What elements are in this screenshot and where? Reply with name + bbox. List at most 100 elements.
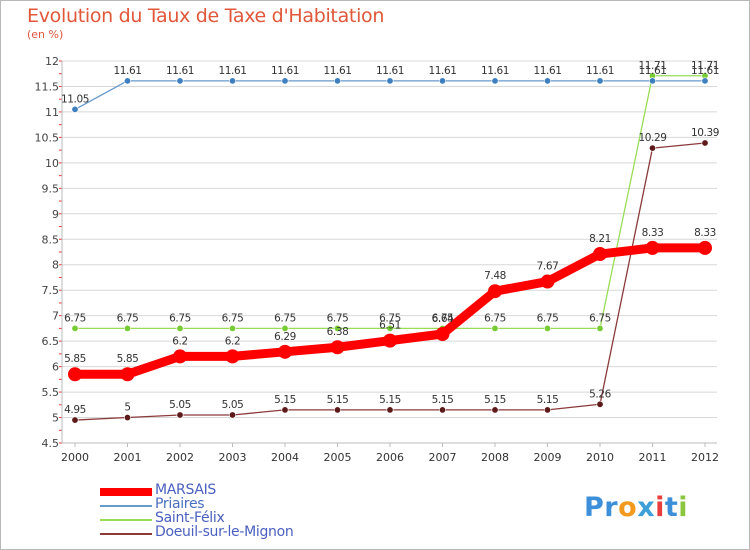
- data-label: 5: [124, 402, 130, 414]
- data-label: 6.75: [222, 312, 244, 324]
- y-tick-label: 6.5: [42, 335, 60, 348]
- legend-item: Priaires: [100, 496, 360, 514]
- series-layer: [68, 72, 712, 424]
- y-tick-label: 4.5: [42, 437, 60, 450]
- data-label: 11.61: [166, 65, 194, 77]
- data-label: 5.15: [484, 394, 506, 406]
- data-point: [124, 324, 132, 332]
- y-tick-label: 10.5: [35, 131, 60, 144]
- data-point: [124, 77, 132, 85]
- data-point: [543, 406, 551, 414]
- data-label: 11.61: [323, 65, 351, 77]
- data-label: 5.05: [222, 399, 244, 411]
- data-label: 5.15: [327, 394, 349, 406]
- data-point: [488, 284, 502, 299]
- data-point: [438, 77, 446, 85]
- legend-swatch: [100, 505, 152, 507]
- logo-letter: t: [665, 492, 678, 523]
- grid-layer: [62, 60, 717, 444]
- data-label: 5.85: [64, 353, 86, 365]
- data-label: 6.51: [379, 320, 401, 332]
- logo-letter: o: [618, 492, 637, 523]
- data-point: [281, 324, 289, 332]
- data-point: [701, 139, 709, 147]
- x-tick-label: 2002: [166, 451, 194, 464]
- x-tick-label: 2007: [429, 451, 457, 464]
- data-label: 11.61: [586, 65, 614, 77]
- legend-swatch: [100, 533, 152, 535]
- chart-unit: (en %): [27, 28, 64, 41]
- data-label: 6.64: [432, 313, 454, 325]
- x-tick-label: 2006: [376, 451, 404, 464]
- data-label: 6.75: [117, 312, 139, 324]
- data-label: 11.61: [691, 65, 719, 77]
- legend-item: Saint-Félix: [100, 510, 360, 528]
- y-tick-label: 5.5: [42, 386, 60, 399]
- data-label: 6.75: [169, 312, 191, 324]
- legend-item: MARSAIS: [100, 482, 360, 500]
- logo-letter: i: [655, 492, 665, 523]
- data-point: [491, 406, 499, 414]
- data-label: 11.61: [113, 65, 141, 77]
- data-label: 11.61: [271, 65, 299, 77]
- data-point: [120, 367, 135, 382]
- y-tick-label: 11: [45, 106, 59, 119]
- legend-swatch: [100, 519, 152, 521]
- data-label: 6.75: [484, 312, 506, 324]
- y-tick-label: 6: [52, 361, 59, 374]
- proxiti-logo: Proxiti: [584, 492, 688, 523]
- data-label: 5.15: [432, 394, 454, 406]
- x-tick-label: 2010: [586, 451, 614, 464]
- data-label: 7.48: [484, 270, 506, 282]
- data-label: 10.29: [638, 132, 666, 144]
- data-point: [333, 406, 341, 414]
- data-label: 11.61: [638, 65, 666, 77]
- data-label: 4.95: [64, 404, 86, 416]
- legend-label: MARSAIS: [155, 482, 217, 498]
- data-point: [176, 324, 184, 332]
- data-point: [281, 406, 289, 414]
- data-point: [330, 340, 345, 355]
- data-label: 8.33: [642, 227, 664, 239]
- data-label: 6.75: [274, 312, 296, 324]
- data-label: 11.71: [691, 60, 719, 72]
- data-point: [596, 324, 604, 332]
- x-tick-label: 2011: [639, 451, 667, 464]
- data-point: [176, 411, 184, 419]
- data-point: [386, 77, 394, 85]
- y-tick-label: 7: [52, 310, 59, 323]
- data-point: [124, 414, 132, 422]
- x-tick-label: 2000: [61, 451, 89, 464]
- data-label: 8.21: [589, 233, 611, 245]
- y-tick-label: 11.5: [35, 80, 60, 93]
- data-label: 6.2: [225, 335, 241, 347]
- data-label: 11.71: [638, 60, 666, 72]
- legend-label: Priaires: [155, 496, 205, 512]
- data-label: 11.61: [481, 65, 509, 77]
- data-point: [596, 77, 604, 85]
- logo-letter: x: [637, 492, 655, 523]
- data-label: 11.61: [428, 65, 456, 77]
- y-tick-label: 8: [52, 259, 59, 272]
- data-point: [435, 327, 450, 342]
- x-tick-label: 2003: [219, 451, 247, 464]
- data-point: [438, 406, 446, 414]
- data-label: 6.75: [537, 312, 559, 324]
- data-label: 6.38: [327, 326, 349, 338]
- y-tick-label: 9: [52, 208, 59, 221]
- data-point: [229, 77, 237, 85]
- data-label: 6.29: [274, 331, 296, 343]
- y-tick-label: 12: [45, 55, 59, 68]
- legend-swatch: [100, 488, 152, 496]
- logo-letter: i: [678, 492, 688, 523]
- data-point: [648, 77, 656, 85]
- x-tick-label: 2001: [114, 451, 142, 464]
- data-label: 11.05: [61, 93, 89, 105]
- data-label: 10.39: [691, 127, 719, 139]
- x-tick-label: 2009: [534, 451, 562, 464]
- legend-label: Saint-Félix: [155, 510, 225, 526]
- data-label: 5.15: [274, 394, 296, 406]
- data-point: [229, 411, 237, 419]
- series-line: [74, 80, 706, 111]
- data-point: [281, 77, 289, 85]
